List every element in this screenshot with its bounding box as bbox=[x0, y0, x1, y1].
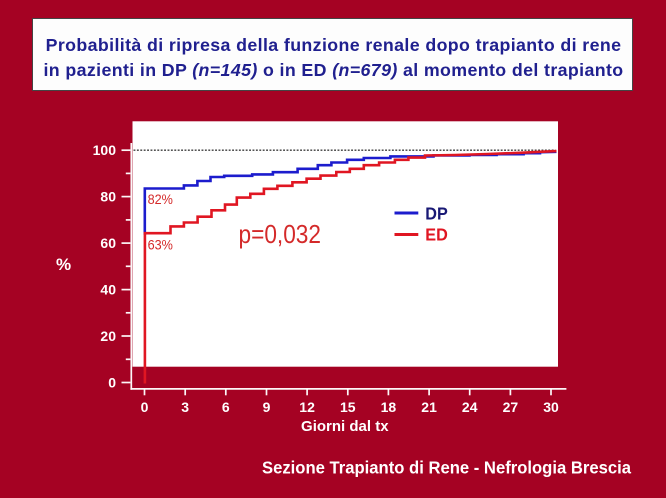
svg-text:30: 30 bbox=[543, 399, 559, 415]
svg-text:80: 80 bbox=[100, 189, 116, 205]
svg-text:18: 18 bbox=[381, 399, 397, 415]
svg-text:20: 20 bbox=[100, 328, 116, 344]
svg-text:60: 60 bbox=[100, 235, 116, 251]
svg-text:12: 12 bbox=[299, 399, 315, 415]
svg-text:6: 6 bbox=[222, 399, 230, 415]
svg-text:ED: ED bbox=[425, 225, 448, 245]
svg-text:24: 24 bbox=[462, 399, 478, 415]
svg-text:27: 27 bbox=[503, 399, 519, 415]
svg-text:p=0,032: p=0,032 bbox=[239, 219, 322, 249]
svg-text:%: % bbox=[56, 255, 71, 274]
svg-text:0: 0 bbox=[108, 375, 116, 391]
svg-text:3: 3 bbox=[181, 399, 189, 415]
svg-text:Sezione Trapianto di Rene - Ne: Sezione Trapianto di Rene - Nefrologia B… bbox=[262, 457, 631, 477]
svg-text:0: 0 bbox=[141, 399, 149, 415]
svg-text:DP: DP bbox=[425, 203, 448, 223]
svg-text:82%: 82% bbox=[148, 191, 173, 207]
svg-text:Giorni dal tx: Giorni dal tx bbox=[301, 418, 389, 435]
svg-text:40: 40 bbox=[100, 282, 116, 298]
svg-text:21: 21 bbox=[421, 399, 437, 415]
svg-text:15: 15 bbox=[340, 399, 356, 415]
svg-text:100: 100 bbox=[93, 142, 117, 158]
svg-text:63%: 63% bbox=[148, 236, 173, 252]
svg-text:9: 9 bbox=[263, 399, 271, 415]
